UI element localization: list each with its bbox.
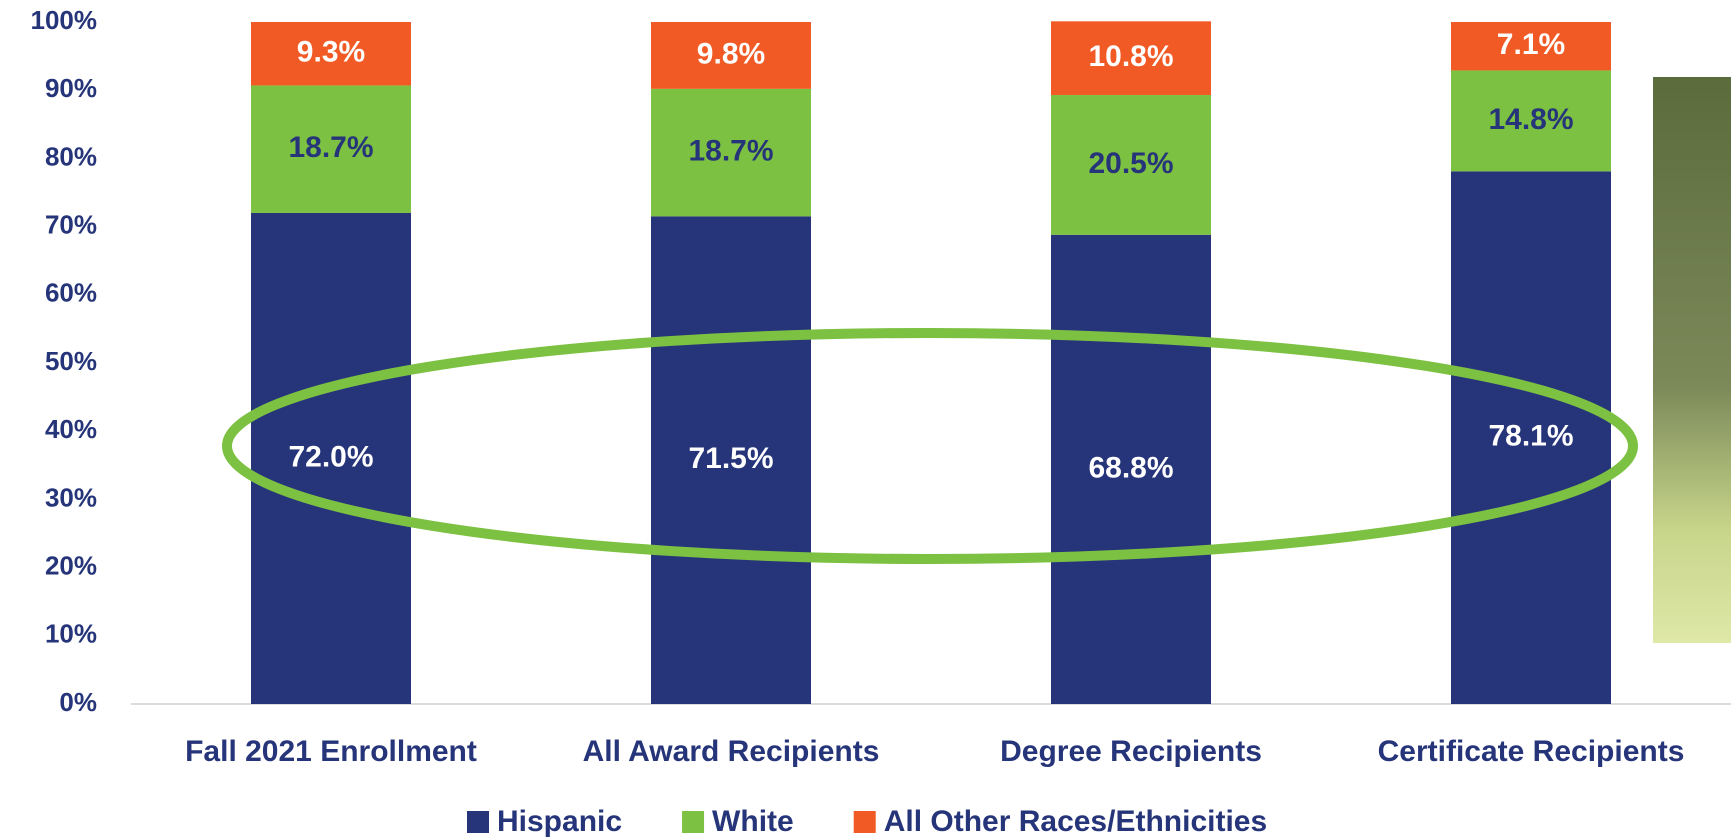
y-tick-label: 80% [45,141,97,171]
bar-segment [1451,171,1611,704]
legend-label: All Other Races/Ethnicities [884,805,1267,838]
y-tick-label: 60% [45,278,97,308]
x-tick-label: All Award Recipients [583,735,880,768]
y-tick-label: 10% [45,619,97,649]
x-tick-label: Fall 2021 Enrollment [185,735,477,768]
plot [131,21,1731,705]
bar-segment [651,22,811,89]
photo [1653,77,1731,643]
value-label: 71.5% [688,442,773,475]
legend-swatch [467,811,489,833]
x-tick-label: Certificate Recipients [1378,735,1685,768]
value-label: 68.8% [1088,451,1173,484]
x-tick-label: Degree Recipients [1000,735,1262,768]
y-tick-label: 70% [45,209,97,239]
bar-segment [1051,94,1211,235]
y-tick-label: 100% [31,5,98,35]
bar-segment [251,22,411,86]
bar-segment [1451,22,1611,71]
bar-segment [1051,21,1211,95]
value-label: 18.7% [288,131,373,164]
value-label: 10.8% [1088,40,1173,73]
bar-segment [651,88,811,217]
y-tick-label: 90% [45,73,97,103]
labels: 0% 10% 20% 30% 40% 50% 60% 70% 80% 90% 100% Fall 20… [31,5,1685,838]
value-label: 9.8% [697,37,765,70]
bar-segment [251,212,411,704]
value-label: 9.3% [297,36,365,69]
value-label: 14.8% [1488,103,1573,136]
y-tick-label: 40% [45,414,97,444]
legend-swatch [853,811,876,833]
value-label: 78.1% [1488,420,1573,453]
bar-segment [651,216,811,704]
y-tick-label: 20% [45,550,97,580]
value-label: 7.1% [1497,28,1565,61]
y-tick-label: 50% [45,346,97,376]
value-label: 72.0% [288,440,373,473]
highlight-ellipse [222,328,1638,564]
y-tick-label: 0% [59,687,97,717]
legend-swatch [682,811,705,833]
legend-label: White [712,805,794,838]
bar-segment [1051,234,1211,704]
bar-segment [251,85,411,213]
value-label: 18.7% [688,135,773,168]
y-tick-label: 30% [45,482,97,512]
value-label: 20.5% [1088,147,1173,180]
bar-segment [1451,70,1611,172]
legend-label: Hispanic [497,805,622,838]
